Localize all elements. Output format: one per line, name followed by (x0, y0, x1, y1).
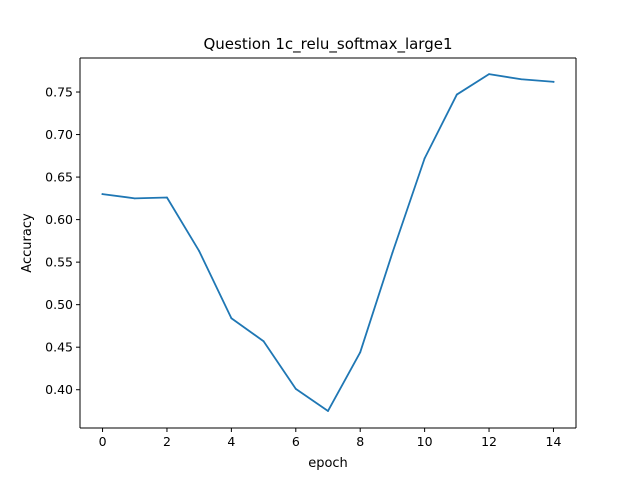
chart-title: Question 1c_relu_softmax_large1 (203, 35, 452, 54)
y-tick-label: 0.45 (45, 340, 73, 355)
x-tick-label: 14 (546, 434, 562, 449)
x-tick-label: 2 (163, 434, 171, 449)
y-tick-label: 0.55 (45, 255, 73, 270)
y-tick-label: 0.75 (45, 85, 73, 100)
x-tick-label: 8 (356, 434, 364, 449)
data-point (520, 78, 523, 81)
data-point (133, 197, 136, 200)
x-axis-label: epoch (308, 456, 348, 471)
x-tick-label: 6 (292, 434, 300, 449)
x-tick-label: 4 (227, 434, 235, 449)
data-point (391, 251, 394, 254)
series-layer (101, 73, 555, 412)
data-point (455, 93, 458, 96)
plot-frame (79, 57, 577, 429)
y-axis-ticks: 0.40 0.45 0.50 0.55 0.60 0.65 0.70 0.75 (45, 85, 80, 397)
data-point (262, 340, 265, 343)
plot-area (80, 58, 576, 428)
y-tick-label: 0.50 (45, 297, 73, 312)
x-tick-label: 0 (99, 434, 107, 449)
data-point (166, 196, 168, 199)
data-point (294, 387, 297, 390)
y-tick-label: 0.70 (45, 127, 73, 142)
data-point (327, 410, 329, 412)
x-tick-label: 12 (481, 434, 497, 449)
y-tick-label: 0.65 (45, 170, 73, 185)
data-point (488, 73, 490, 76)
x-axis-ticks: 0 2 4 6 8 10 12 14 (99, 428, 562, 449)
data-point (552, 80, 555, 83)
y-tick-label: 0.60 (45, 212, 73, 227)
data-point (198, 250, 201, 252)
y-tick-label: 0.40 (45, 382, 73, 397)
data-point (423, 157, 426, 160)
y-axis-label: Accuracy (20, 213, 35, 273)
data-point (359, 351, 362, 354)
data-point (101, 193, 104, 195)
x-tick-label: 10 (417, 434, 433, 449)
data-point (230, 317, 233, 320)
